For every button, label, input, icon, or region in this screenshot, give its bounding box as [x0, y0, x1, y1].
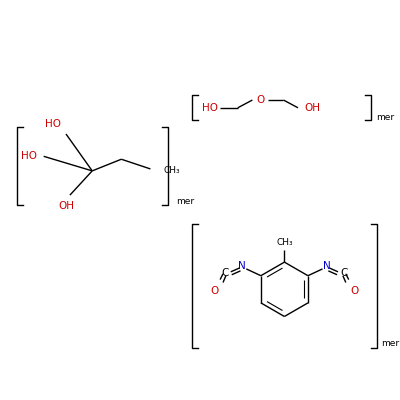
Text: CH₃: CH₃ — [276, 238, 293, 247]
Text: mer: mer — [382, 339, 400, 348]
Text: N: N — [324, 261, 331, 271]
Text: HO: HO — [202, 103, 218, 113]
Text: C: C — [340, 268, 348, 278]
Text: mer: mer — [176, 198, 194, 206]
Text: OH: OH — [304, 103, 320, 113]
Text: O: O — [256, 95, 264, 105]
Text: HO: HO — [21, 151, 37, 161]
Text: CH₃: CH₃ — [163, 166, 180, 175]
Text: HO: HO — [45, 119, 61, 129]
Text: O: O — [350, 286, 359, 296]
Text: O: O — [210, 286, 218, 296]
Text: N: N — [238, 261, 245, 271]
Text: mer: mer — [376, 113, 394, 122]
Text: C: C — [221, 268, 229, 278]
Text: OH: OH — [58, 201, 74, 211]
